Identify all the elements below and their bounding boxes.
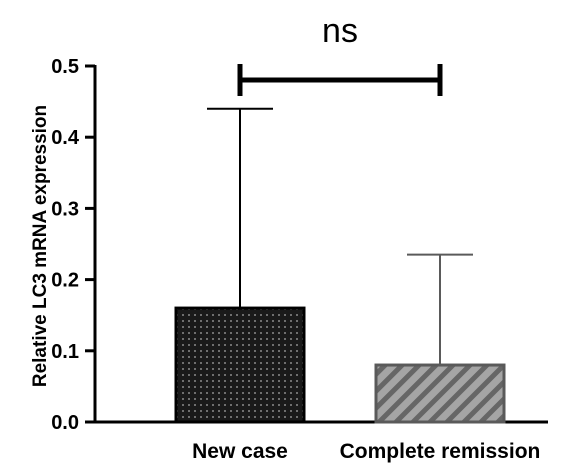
x-tick-labels: New case Complete remission bbox=[192, 440, 540, 463]
error-bars bbox=[207, 107, 473, 366]
y-tick-label: 0.5 bbox=[51, 56, 79, 78]
bar-new-case bbox=[174, 306, 306, 424]
x-tick-label: New case bbox=[192, 440, 288, 463]
y-tick-label: 0.3 bbox=[51, 198, 79, 220]
y-ticks: 0.0 0.1 0.2 0.3 0.4 0.5 bbox=[51, 56, 95, 434]
bar-complete-remission bbox=[374, 363, 506, 424]
x-tick-label: Complete remission bbox=[340, 440, 541, 463]
significance-bracket: ns bbox=[237, 12, 443, 96]
significance-label: ns bbox=[322, 12, 358, 50]
y-axis-label: Relative LC3 mRNA expression bbox=[30, 105, 51, 387]
bars bbox=[174, 306, 506, 424]
y-tick-label: 0.1 bbox=[51, 341, 79, 363]
y-tick-label: 0.0 bbox=[51, 412, 79, 434]
y-tick-label: 0.4 bbox=[51, 127, 80, 149]
y-tick-label: 0.2 bbox=[51, 270, 79, 292]
